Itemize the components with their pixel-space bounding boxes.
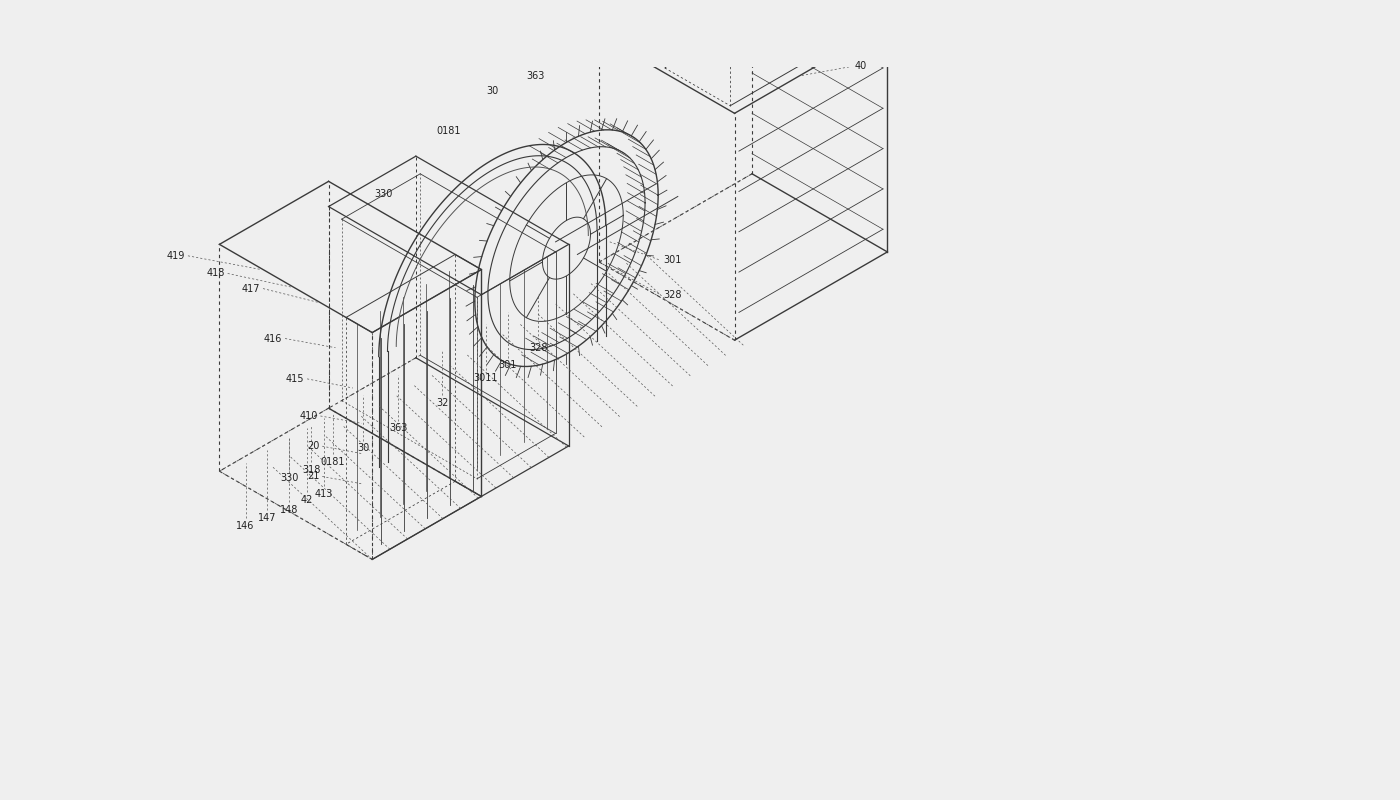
Text: 30: 30 bbox=[486, 86, 498, 96]
Text: 42: 42 bbox=[301, 494, 314, 505]
Text: 328: 328 bbox=[529, 342, 547, 353]
Text: 301: 301 bbox=[498, 360, 517, 370]
Text: 416: 416 bbox=[265, 334, 283, 343]
Text: 413: 413 bbox=[315, 489, 333, 499]
Text: 0181: 0181 bbox=[437, 126, 461, 136]
Text: 330: 330 bbox=[374, 189, 392, 199]
Text: 419: 419 bbox=[167, 251, 185, 261]
Text: 415: 415 bbox=[286, 374, 304, 384]
Text: 363: 363 bbox=[389, 423, 407, 434]
Text: 328: 328 bbox=[664, 290, 682, 299]
Text: 330: 330 bbox=[280, 473, 298, 482]
Text: 21: 21 bbox=[307, 471, 319, 482]
Text: 410: 410 bbox=[300, 411, 318, 421]
Text: 147: 147 bbox=[258, 513, 277, 522]
Text: 417: 417 bbox=[242, 283, 260, 294]
Text: 301: 301 bbox=[664, 255, 682, 265]
Text: 40: 40 bbox=[855, 62, 867, 71]
Text: 3011: 3011 bbox=[473, 373, 498, 383]
Text: 20: 20 bbox=[307, 442, 319, 451]
Text: 0181: 0181 bbox=[321, 457, 346, 466]
Text: 318: 318 bbox=[302, 465, 321, 474]
Text: 418: 418 bbox=[207, 269, 225, 278]
Text: 30: 30 bbox=[357, 443, 370, 454]
Text: 148: 148 bbox=[280, 505, 298, 514]
Text: 146: 146 bbox=[237, 521, 255, 530]
Text: 363: 363 bbox=[526, 70, 545, 81]
Text: 32: 32 bbox=[435, 398, 448, 408]
